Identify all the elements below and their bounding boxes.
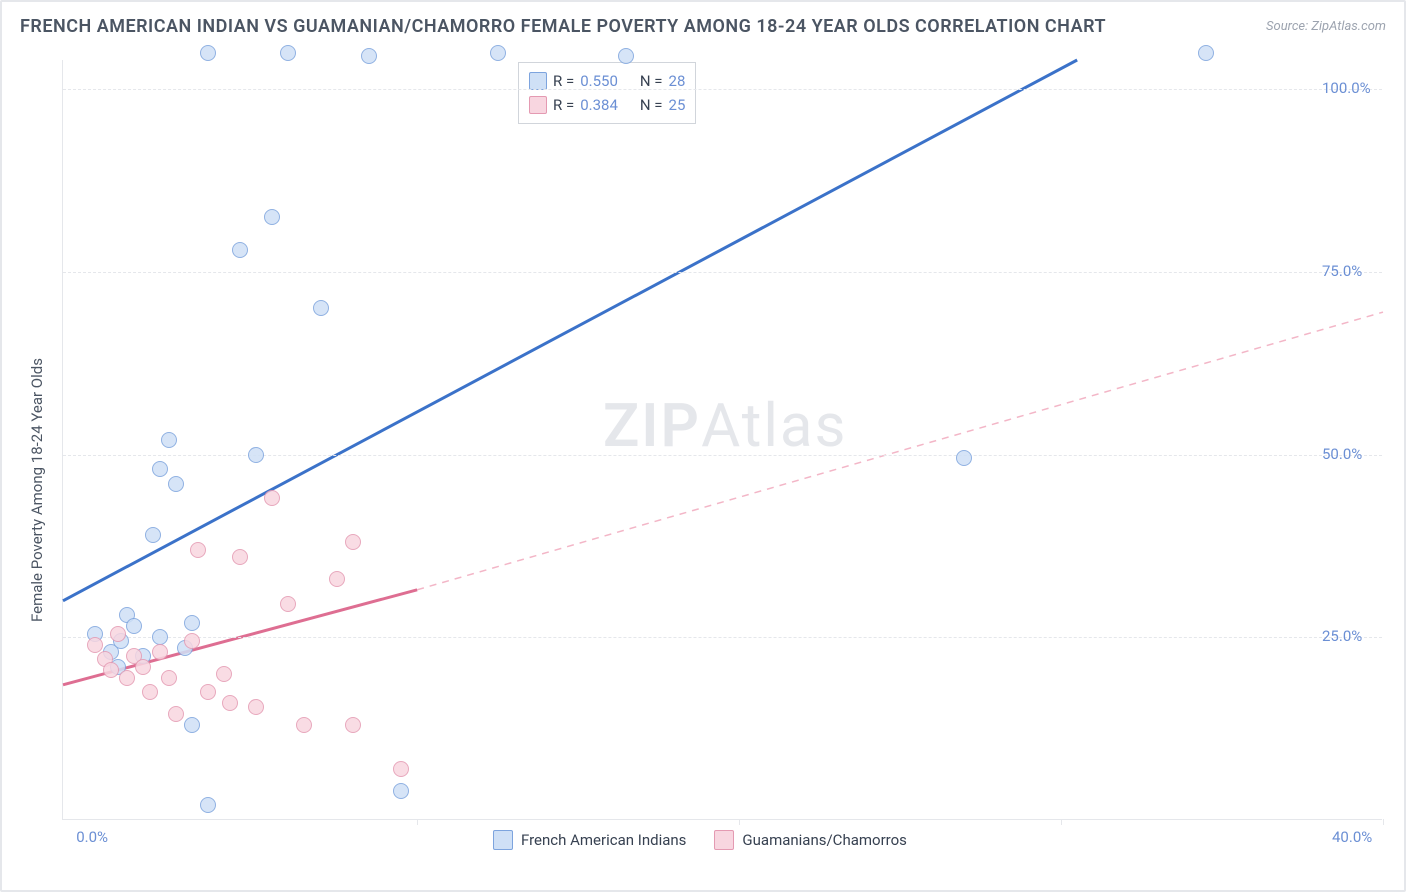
scatter-point bbox=[618, 48, 634, 64]
scatter-point bbox=[184, 633, 200, 649]
legend-bottom: French American Indians Guamanians/Chamo… bbox=[493, 830, 907, 850]
y-axis-label: Female Poverty Among 18-24 Year Olds bbox=[28, 358, 46, 622]
x-tick-label-1: 40.0% bbox=[1332, 828, 1372, 846]
scatter-point bbox=[119, 670, 135, 686]
scatter-point bbox=[222, 695, 238, 711]
gridline-h bbox=[63, 89, 1382, 90]
scatter-point bbox=[152, 644, 168, 660]
chart-title: FRENCH AMERICAN INDIAN VS GUAMANIAN/CHAM… bbox=[20, 16, 1106, 37]
gridline-h bbox=[63, 272, 1382, 273]
legend-stats-row-1: R = 0.384 N = 25 bbox=[529, 93, 685, 117]
scatter-point bbox=[264, 490, 280, 506]
scatter-point bbox=[216, 666, 232, 682]
gridline-h bbox=[63, 637, 1382, 638]
scatter-point bbox=[145, 527, 161, 543]
scatter-point bbox=[313, 300, 329, 316]
y-tick-label-1: 50.0% bbox=[1322, 445, 1362, 463]
chart-container: FRENCH AMERICAN INDIAN VS GUAMANIAN/CHAM… bbox=[0, 0, 1406, 892]
x-tick bbox=[1061, 819, 1062, 825]
legend-label-1: Guamanians/Chamorros bbox=[742, 831, 906, 849]
scatter-point bbox=[329, 571, 345, 587]
scatter-point bbox=[161, 432, 177, 448]
scatter-point bbox=[345, 717, 361, 733]
scatter-point bbox=[110, 626, 126, 642]
y-tick-label-0: 25.0% bbox=[1322, 627, 1362, 645]
scatter-point bbox=[184, 615, 200, 631]
scatter-point bbox=[152, 461, 168, 477]
scatter-point bbox=[200, 684, 216, 700]
scatter-point bbox=[956, 450, 972, 466]
y-tick-label-3: 100.0% bbox=[1322, 79, 1371, 97]
scatter-point bbox=[248, 699, 264, 715]
scatter-point bbox=[361, 48, 377, 64]
swatch-series-0-bottom bbox=[493, 830, 513, 850]
scatter-point bbox=[393, 761, 409, 777]
scatter-point bbox=[248, 447, 264, 463]
scatter-point bbox=[264, 209, 280, 225]
scatter-point bbox=[1198, 45, 1214, 61]
scatter-point bbox=[152, 629, 168, 645]
scatter-point bbox=[232, 242, 248, 258]
x-tick bbox=[417, 819, 418, 825]
source-label: Source: ZipAtlas.com bbox=[1266, 19, 1386, 34]
y-tick-label-2: 75.0% bbox=[1322, 262, 1362, 280]
r-value-1: 0.384 bbox=[580, 93, 618, 117]
scatter-point bbox=[168, 476, 184, 492]
scatter-point bbox=[393, 783, 409, 799]
legend-stats-box: R = 0.550 N = 28 R = 0.384 N = 25 bbox=[518, 62, 696, 124]
trend-line bbox=[417, 312, 1383, 590]
scatter-point bbox=[168, 706, 184, 722]
scatter-point bbox=[200, 45, 216, 61]
scatter-point bbox=[232, 549, 248, 565]
scatter-point bbox=[200, 797, 216, 813]
header-row: FRENCH AMERICAN INDIAN VS GUAMANIAN/CHAM… bbox=[20, 16, 1386, 37]
scatter-point bbox=[161, 670, 177, 686]
r-label-1: R = bbox=[553, 93, 574, 117]
legend-label-0: French American Indians bbox=[521, 831, 686, 849]
n-label-1: N = bbox=[640, 93, 663, 117]
scatter-point bbox=[142, 684, 158, 700]
scatter-point bbox=[103, 662, 119, 678]
scatter-point bbox=[280, 596, 296, 612]
swatch-series-1-bottom bbox=[714, 830, 734, 850]
scatter-point bbox=[190, 542, 206, 558]
scatter-point bbox=[296, 717, 312, 733]
x-tick-label-0: 0.0% bbox=[76, 828, 108, 846]
n-value-1: 25 bbox=[669, 93, 686, 117]
scatter-point bbox=[126, 618, 142, 634]
swatch-series-0 bbox=[529, 72, 547, 90]
legend-entry-0: French American Indians bbox=[493, 830, 686, 850]
legend-entry-1: Guamanians/Chamorros bbox=[714, 830, 906, 850]
scatter-point bbox=[345, 534, 361, 550]
plot-area: ZIPAtlas R = 0.550 N = 28 R = 0.384 N = … bbox=[62, 60, 1382, 820]
x-tick bbox=[739, 819, 740, 825]
x-tick bbox=[1383, 819, 1384, 825]
trend-line bbox=[63, 60, 1077, 601]
scatter-point bbox=[490, 45, 506, 61]
scatter-point bbox=[87, 637, 103, 653]
scatter-point bbox=[184, 717, 200, 733]
scatter-point bbox=[135, 659, 151, 675]
scatter-point bbox=[280, 45, 296, 61]
swatch-series-1 bbox=[529, 96, 547, 114]
